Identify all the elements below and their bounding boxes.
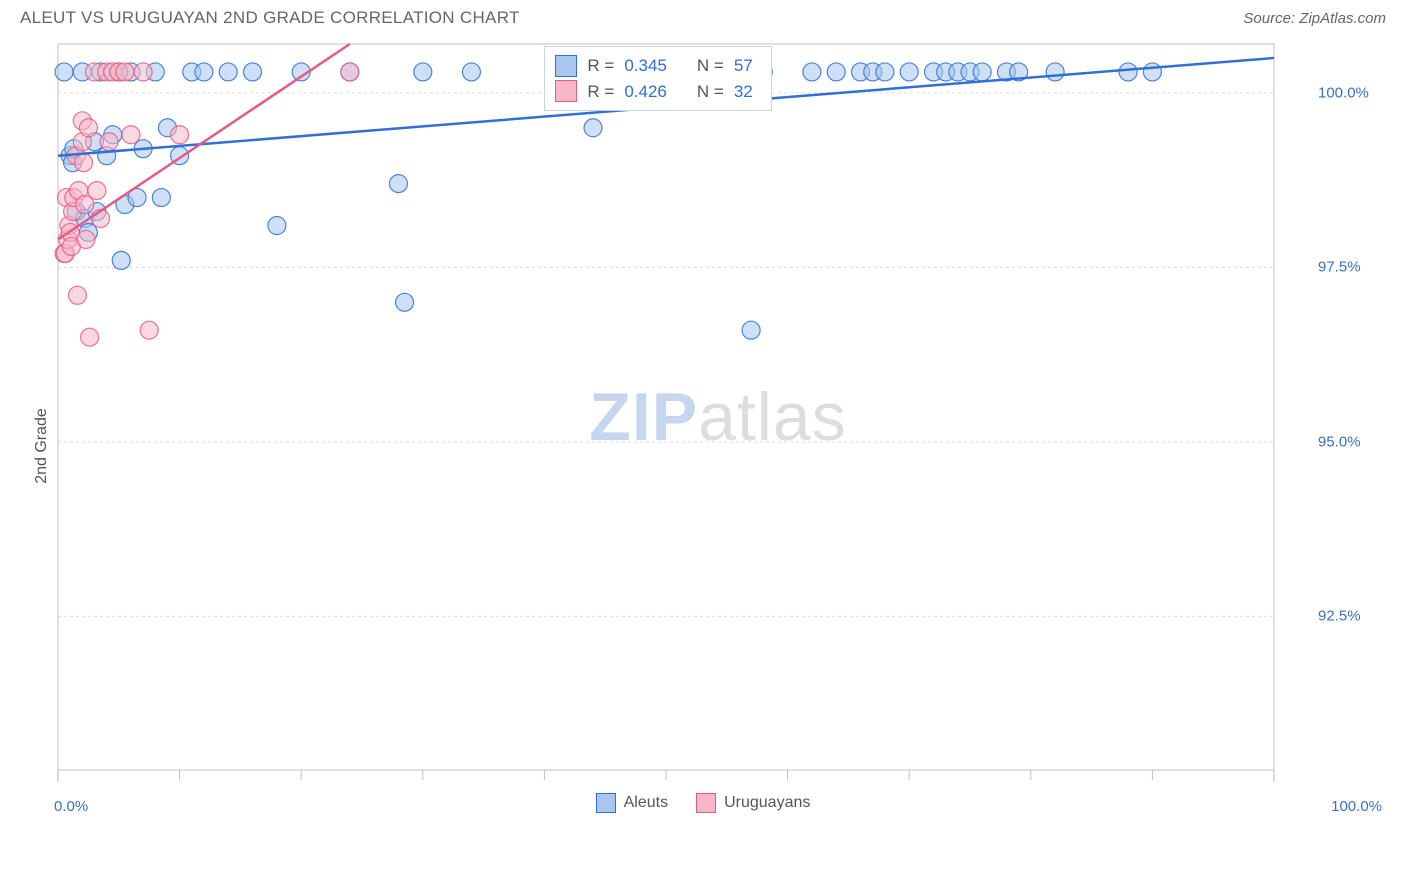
source-prefix: Source: xyxy=(1243,10,1299,27)
y-tick-label: 97.5% xyxy=(1318,259,1382,276)
scatter-plot xyxy=(50,36,1350,798)
r-label: R = xyxy=(587,79,614,105)
x-max-label: 100.0% xyxy=(1331,798,1382,815)
y-tick-label: 95.0% xyxy=(1318,433,1382,450)
r-value: 0.426 xyxy=(624,79,667,105)
n-label: N = xyxy=(697,53,724,79)
r-label: R = xyxy=(587,53,614,79)
n-label: N = xyxy=(697,79,724,105)
r-value: 0.345 xyxy=(624,53,667,79)
y-tick-label: 92.5% xyxy=(1318,608,1382,625)
legend-swatch-icon xyxy=(555,55,577,77)
legend-swatch-icon xyxy=(555,80,577,102)
y-axis-label: 2nd Grade xyxy=(33,408,51,484)
x-min-label: 0.0% xyxy=(54,798,88,815)
y-tick-label: 100.0% xyxy=(1318,84,1382,101)
stats-box: R = 0.345 N = 57 R = 0.426 N = 32 xyxy=(544,46,771,111)
stats-row: R = 0.426 N = 32 xyxy=(555,79,752,105)
n-value: 57 xyxy=(734,53,753,79)
n-value: 32 xyxy=(734,79,753,105)
chart-area: ZIPatlas R =0.345N =57R =0.426N =32 92.5… xyxy=(50,36,1386,798)
chart-title: ALEUT VS URUGUAYAN 2ND GRADE CORRELATION… xyxy=(20,8,520,28)
chart-header: ALEUT VS URUGUAYAN 2ND GRADE CORRELATION… xyxy=(0,0,1406,32)
source-name: ZipAtlas.com xyxy=(1299,10,1386,27)
stats-row: R = 0.345 N = 57 xyxy=(555,53,752,79)
chart-source: Source: ZipAtlas.com xyxy=(1243,10,1386,27)
